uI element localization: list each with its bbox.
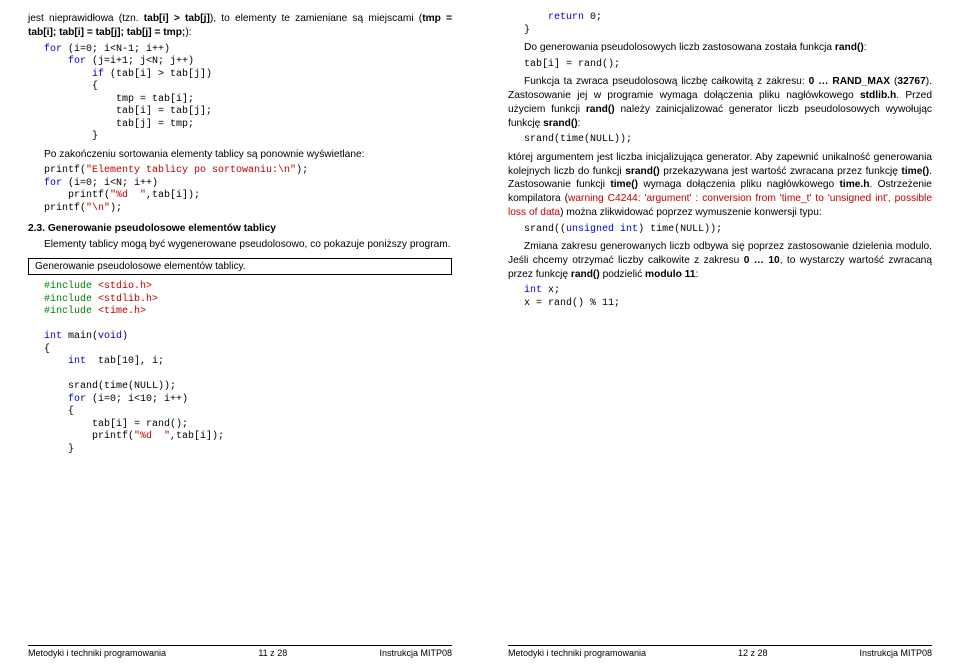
footer-center: 12 z 28 [738,648,768,658]
footer-right: Instrukcja MITP08 [859,648,932,658]
header-name: stdlib.h [860,90,896,101]
code-srand-cast: srand((unsigned int) time(NULL)); [524,224,932,237]
code-includes: #include <stdio.h> #include <stdlib.h> #… [44,281,452,456]
modulo: modulo 11 [645,269,695,280]
func-name: srand() [543,118,578,129]
text: jest nieprawidłowa (tzn. [28,13,144,24]
text: Funkcja ta zwraca pseudolosową liczbę ca… [524,76,809,87]
text: podzielić [600,269,645,280]
text: wymaga dołączenia pliku nagłówkowego [638,179,839,190]
section-heading: 2.3. Generowanie pseudolosowe elementów … [28,223,452,234]
left-page: jest nieprawidłowa (tzn. tab[i] > tab[j]… [0,0,480,664]
range: 0 … 10 [744,255,780,266]
func-name: rand() [835,42,864,53]
footer-left: Metodyki i techniki programowania [508,648,646,658]
text: ), to elementy te zamieniane są miejscam… [210,13,422,24]
code-return: return 0; } [524,12,932,37]
func-name: time() [610,179,638,190]
para-rand-range: Funkcja ta zwraca pseudolosową liczbę ca… [508,75,932,130]
code-rand-call: tab[i] = rand(); [524,59,932,72]
para-intro: jest nieprawidłowa (tzn. tab[i] > tab[j]… [28,12,452,40]
inline-code: tab[i] > tab[j] [144,13,210,24]
func-name: time() [901,166,929,177]
page-footer: Metodyki i techniki programowania 11 z 2… [28,645,452,658]
header-name: time.h [839,179,869,190]
value: 32767 [897,76,925,87]
range: 0 … RAND_MAX [809,76,890,87]
code-srand: srand(time(NULL)); [524,134,932,147]
func-name: rand() [586,104,615,115]
text: ) można zlikwidować poprzez wymuszenie k… [560,207,822,218]
para-modulo: Zmiana zakresu generowanych liczb odbywa… [508,240,932,281]
right-page: return 0; } Do generowania pseudolosowyc… [480,0,960,664]
footer-right: Instrukcja MITP08 [379,648,452,658]
text: Do generowania pseudolosowych liczb zast… [524,42,835,53]
text: przekazywana jest wartość zwracana przez… [660,166,902,177]
page-spread: jest nieprawidłowa (tzn. tab[i] > tab[j]… [0,0,960,664]
text: ): [185,27,191,38]
para-pseudo-intro: Elementy tablicy mogą być wygenerowane p… [28,238,452,252]
func-name: srand() [625,166,660,177]
code-sort-loop: for (i=0; i<N-1; i++) for (j=i+1; j<N; j… [44,44,452,144]
footer-center: 11 z 28 [258,648,287,658]
footer-left: Metodyki i techniki programowania [28,648,166,658]
para-srand-arg: której argumentem jest liczba inicjalizu… [508,151,932,220]
para-after-sort: Po zakończeniu sortowania elementy tabli… [28,148,452,162]
page-footer: Metodyki i techniki programowania 12 z 2… [508,645,932,658]
func-name: rand() [571,269,600,280]
code-print-sorted: printf("Elementy tablicy po sortowaniu:\… [44,165,452,215]
code-modulo: int x; x = rand() % 11; [524,285,932,310]
frame-caption: Generowanie pseudolosowe elementów tabli… [28,258,452,275]
para-rand-intro: Do generowania pseudolosowych liczb zast… [508,41,932,55]
